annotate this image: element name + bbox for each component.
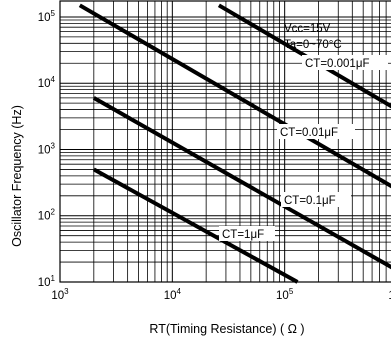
x-axis-label: RT(Timing Resistance) ( Ω ) [149, 322, 304, 336]
x-tick-label-0: 103 [51, 287, 69, 302]
series-label-bg-2 [281, 192, 351, 207]
y-tick-label-1: 102 [38, 208, 56, 223]
y-tick-label-4: 105 [38, 9, 56, 24]
series-label-bg-1 [277, 124, 355, 139]
plot-frame [59, 0, 391, 283]
conditions-line-1: Vcc=15V [284, 23, 331, 35]
conditions-line-2: Ta=0~70°C [284, 39, 342, 51]
series-line-3 [92, 167, 299, 284]
tick-labels: 103 104 105 106 101 102 103 104 105 [38, 9, 391, 302]
series-line-1 [78, 3, 391, 189]
y-tick-label-0: 101 [38, 274, 56, 289]
series-label-1: CT=0.01μF [280, 127, 338, 139]
y-tick-label-3: 104 [38, 75, 56, 90]
series-labels: CT=0.001μF CT=0.01μF CT=0.1μF CT=1μF [219, 55, 388, 241]
series-line-2 [92, 96, 391, 270]
x-tick-label-1: 104 [164, 287, 182, 302]
x-tick-label-3: 106 [388, 287, 391, 302]
y-tick-label-2: 103 [38, 141, 56, 156]
series-label-0: CT=0.001μF [305, 58, 369, 70]
series-label-2: CT=0.1μF [284, 195, 336, 207]
series-label-3: CT=1μF [222, 229, 264, 241]
series-label-bg-0 [302, 55, 388, 70]
series-label-bg-3 [219, 226, 275, 241]
y-axis-label: Oscillator Frequency (Hz) [10, 105, 24, 247]
x-tick-label-2: 105 [276, 287, 294, 302]
